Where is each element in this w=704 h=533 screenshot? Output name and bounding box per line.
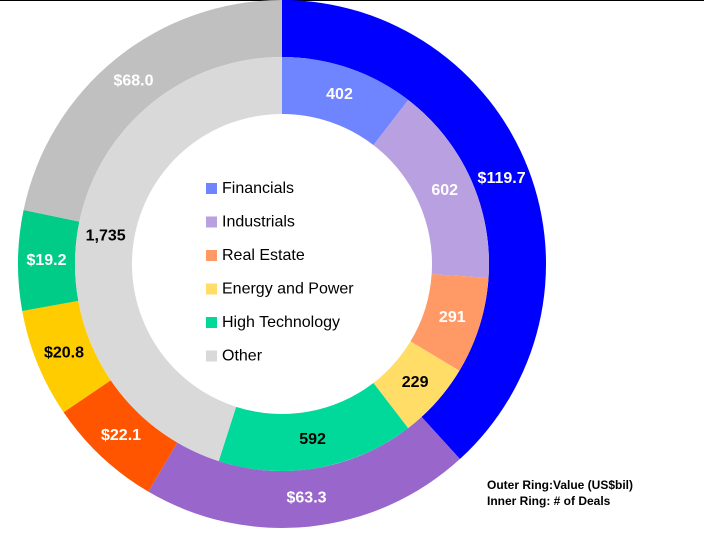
donut-segment [373,99,489,278]
donut-segment [17,209,80,312]
donut-segment [23,0,283,222]
value-label: 1,735 [86,228,126,245]
value-label: 602 [431,182,458,199]
legend-label: Financials [222,180,294,197]
legend-label: Real Estate [222,247,305,264]
donut-segment [74,56,282,462]
donut-segment [373,341,460,429]
value-label: $119.7 [478,170,526,187]
legend-swatch [206,216,217,228]
legend-label: Industrials [222,214,295,231]
legend-label: High Technology [222,314,340,331]
donut-segment [218,382,409,471]
legend-label: Other [222,348,263,365]
annotation: Outer Ring:Value (US$bil) [487,478,633,492]
value-label: $63.3 [287,489,327,506]
legend-label: Energy and Power [222,281,354,298]
donut-segment [410,274,489,371]
legend-swatch [206,350,217,362]
value-label: $68.0 [113,72,153,89]
donut-segment [22,300,111,413]
value-label: 229 [402,374,429,391]
annotation: Inner Ring: # of Deals [487,494,611,508]
donut-segment [148,416,460,528]
legend-swatch [206,283,217,295]
donut-segment [282,0,546,460]
value-label: $20.8 [44,344,84,361]
donut-segment [63,380,178,492]
legend-swatch [206,250,217,261]
value-label: 592 [299,431,326,448]
legend-swatch [206,317,217,328]
value-label: 291 [439,309,466,326]
value-label: $22.1 [101,427,141,444]
donut-segment [282,57,409,146]
value-label: 402 [326,86,353,103]
legend-swatch [206,183,217,194]
value-label: $19.2 [26,252,66,269]
